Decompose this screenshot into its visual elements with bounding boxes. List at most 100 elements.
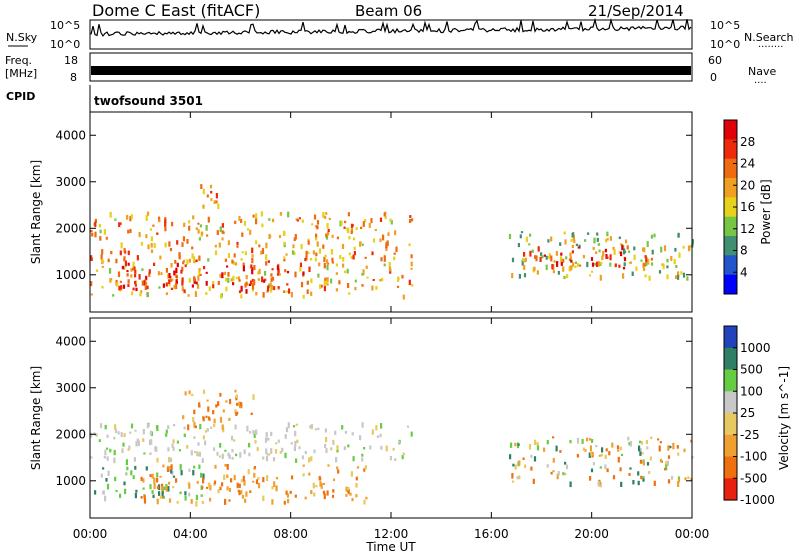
echo-cell [181,280,184,286]
echo-cell [638,445,641,452]
echo-cell [249,430,252,434]
echo-cell [184,264,187,268]
echo-cell [217,489,220,494]
echo-cell [362,221,365,227]
echo-cell [534,255,537,259]
echo-cell [383,256,386,262]
power-y-ticks: 1000 2000 3000 4000 [55,128,692,282]
echo-cell [144,279,147,285]
echo-cell [659,441,662,444]
echo-cell [360,226,363,230]
echo-cell [217,401,220,407]
x-tick-label: 16:00 [474,527,509,541]
echo-cell [347,227,350,234]
echo-cell [265,448,268,455]
echo-cell [545,264,548,271]
echo-cell [142,438,145,442]
echo-cell [213,483,216,486]
y-tick-label: 1000 [55,268,86,282]
colorbar-segment [724,478,737,501]
echo-cell [666,265,669,269]
echo-cell [385,241,388,248]
echo-cell [648,471,651,474]
echo-cell [130,470,133,476]
echo-cell [578,264,582,267]
echo-cell [591,439,594,443]
echo-cell [115,258,118,264]
echo-cell [596,237,599,242]
echo-cell [660,246,663,253]
echo-cell [183,222,186,227]
echo-cell [568,265,571,272]
echo-cell [137,440,140,447]
echo-cell [135,287,138,292]
colorbar-tick-label: -1000 [740,493,775,507]
echo-cell [677,478,680,483]
echo-cell [591,262,595,267]
echo-cell [99,236,102,241]
echo-cell [120,242,123,249]
echo-cell [530,466,533,471]
echo-cell [156,485,160,489]
echo-cell [389,456,392,461]
echo-cell [190,450,193,456]
echo-cell [142,429,145,435]
echo-cell [305,250,308,257]
echo-cell [326,259,329,264]
echo-cell [209,484,212,491]
echo-cell [202,204,205,209]
echo-cell [619,467,622,472]
echo-cell [188,220,191,224]
echo-cell [162,495,165,499]
echo-cell [205,271,208,274]
y-tick-label: 2000 [55,221,86,235]
echo-cell [232,275,235,281]
echo-cell [268,218,271,221]
echo-cell [324,443,327,449]
colorbar-tick-label: 12 [740,222,755,236]
echo-cell [394,458,397,461]
echo-cell [606,238,609,241]
echo-cell [380,257,383,262]
echo-cell [252,394,255,400]
echo-cell [193,465,196,469]
echo-cell [265,455,269,462]
echo-cell [261,248,265,254]
echo-cell [371,429,374,435]
colorbar-tick-label: 100 [740,384,763,398]
echo-cell [387,232,390,236]
echo-cell [176,440,179,444]
echo-cell [126,273,129,277]
echo-cell [198,237,201,241]
echo-cell [240,285,243,292]
echo-cell [627,250,631,253]
echo-cell [277,268,280,274]
echo-cell [336,445,339,450]
echo-cell [244,498,247,503]
echo-cell [315,237,318,241]
echo-cell [174,260,177,264]
echo-cell [257,278,260,281]
echo-cell [372,279,375,281]
echo-cell [205,415,208,418]
freq-tick-top: 18 [64,54,78,67]
echo-cell [273,286,276,291]
echo-cell [552,270,555,274]
echo-cell [540,252,543,256]
echo-cell [276,273,280,276]
echo-cell [365,265,368,269]
echo-cell [236,482,239,489]
echo-cell [170,279,173,282]
echo-cell [310,490,313,495]
echo-cell [317,273,320,278]
echo-cell [265,261,268,266]
echo-cell [376,435,379,438]
echo-cell [363,447,366,450]
echo-cell [149,484,152,490]
echo-cell [582,254,585,259]
echo-cell [161,495,164,499]
echo-cell [658,270,662,274]
echo-cell [158,286,161,289]
echo-cell [197,454,200,457]
echo-cell [163,486,166,490]
